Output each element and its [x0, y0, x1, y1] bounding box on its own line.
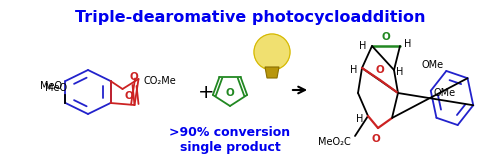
- Text: O: O: [382, 32, 390, 42]
- Text: Triple-dearomative photocycloaddition: Triple-dearomative photocycloaddition: [75, 10, 425, 25]
- Text: OMe: OMe: [422, 60, 444, 70]
- Text: +: +: [198, 83, 214, 101]
- Text: H: H: [358, 41, 366, 51]
- Text: MeO₂C: MeO₂C: [318, 137, 351, 147]
- Text: single product: single product: [180, 141, 280, 155]
- Text: H: H: [356, 114, 363, 124]
- Text: MeO: MeO: [46, 83, 68, 93]
- Text: CO₂Me: CO₂Me: [144, 76, 176, 86]
- Text: H: H: [350, 65, 357, 75]
- Text: O: O: [226, 88, 234, 98]
- Text: OMe: OMe: [434, 88, 456, 98]
- Text: >90% conversion: >90% conversion: [170, 126, 290, 139]
- Text: O: O: [376, 65, 384, 75]
- Text: O: O: [129, 72, 138, 82]
- Text: H: H: [404, 39, 411, 49]
- Text: H: H: [396, 67, 404, 77]
- Polygon shape: [265, 67, 279, 78]
- Text: O: O: [124, 91, 134, 101]
- Text: MeO: MeO: [40, 81, 62, 91]
- Text: O: O: [372, 134, 380, 144]
- Circle shape: [254, 34, 290, 70]
